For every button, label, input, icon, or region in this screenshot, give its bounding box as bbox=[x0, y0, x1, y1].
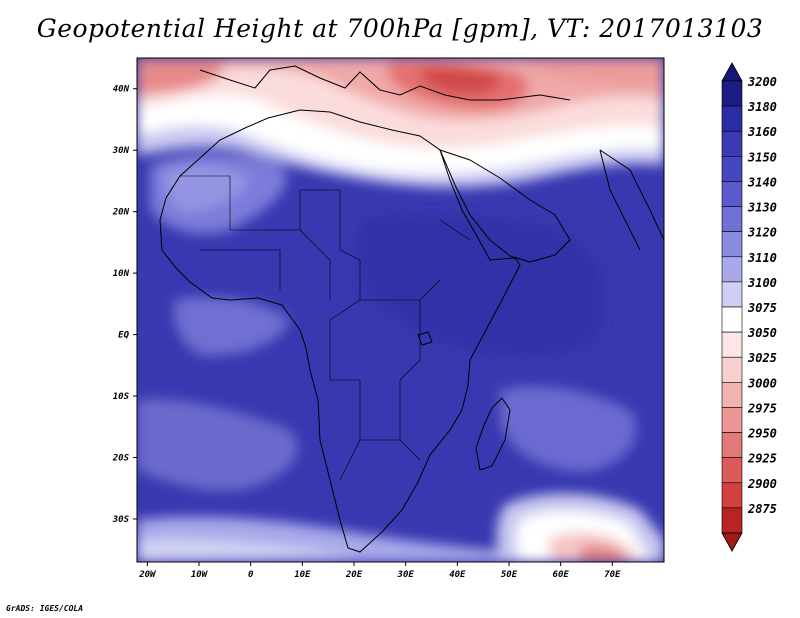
latitude-axis: 40N 30N 20N 10N EQ 10S 20S 30S bbox=[112, 85, 137, 525]
country-borders bbox=[180, 175, 471, 481]
colorbar-bottom-arrow bbox=[721, 532, 743, 552]
map-title: Geopotential Height at 700hPa [gpm], VT:… bbox=[36, 14, 764, 43]
field-ne-red bbox=[520, 58, 664, 85]
colorbar-label: 2900 bbox=[747, 477, 777, 491]
lon-tick-label: 10W bbox=[191, 570, 209, 580]
colorbar-label: 3100 bbox=[747, 276, 777, 290]
colorbar-top-arrow bbox=[721, 62, 743, 82]
colorbar: 3200 3180 3160 3150 3140 3130 3120 3110 3100 3075… bbox=[721, 62, 777, 552]
lon-tick-label: 40E bbox=[449, 570, 466, 580]
colorbar-swatch bbox=[721, 105, 743, 132]
colorbar-swatch bbox=[721, 80, 743, 107]
colorbar-swatch bbox=[721, 181, 743, 207]
colorbar-swatch bbox=[721, 130, 743, 157]
madagascar bbox=[475, 397, 511, 471]
field-core-mediterranean-deep bbox=[420, 66, 501, 95]
colorbar-label: 2875 bbox=[747, 502, 777, 516]
field-gulf-guinea-3130 bbox=[173, 296, 290, 356]
colorbar-swatch bbox=[721, 256, 743, 283]
lat-tick-label: EQ bbox=[118, 331, 129, 341]
plot-frame bbox=[136, 57, 665, 563]
lon-tick-label: 20E bbox=[345, 570, 363, 580]
field-south-atlantic-3140 bbox=[137, 399, 298, 491]
colorbar-label: 2975 bbox=[747, 401, 777, 415]
field-sio-2975 bbox=[580, 545, 625, 562]
height-field bbox=[137, 58, 664, 562]
grads-credit: GrADS: IGES/COLA bbox=[6, 604, 84, 613]
colorbar-label: 2950 bbox=[747, 427, 777, 441]
colorbar-swatch bbox=[721, 407, 743, 433]
europe-coast bbox=[199, 65, 571, 101]
lake-victoria bbox=[417, 331, 433, 346]
colorbar-label: 3110 bbox=[747, 251, 777, 265]
colorbar-label: 2925 bbox=[747, 452, 777, 466]
lon-tick-label: 70E bbox=[604, 570, 621, 580]
lat-tick-label: 10S bbox=[113, 392, 130, 402]
field-south-band-3100 bbox=[137, 538, 360, 562]
colorbar-label: 3140 bbox=[747, 175, 777, 189]
field-band-3000 bbox=[137, 58, 664, 121]
lon-tick-label: 10E bbox=[294, 570, 311, 580]
colorbar-swatch bbox=[721, 482, 743, 509]
colorbar-swatch bbox=[721, 382, 743, 408]
colorbar-label: 3000 bbox=[747, 376, 777, 390]
colorbar-swatch bbox=[721, 281, 743, 308]
india-coast bbox=[599, 149, 664, 251]
colorbar-swatch bbox=[721, 331, 743, 358]
colorbar-swatch bbox=[721, 432, 743, 458]
coastlines bbox=[159, 65, 664, 553]
colorbar-label: 3180 bbox=[747, 100, 777, 114]
colorbar-swatch bbox=[721, 457, 743, 484]
lat-tick-label: 20S bbox=[112, 454, 130, 464]
colorbar-swatch bbox=[721, 507, 743, 534]
colorbar-swatch bbox=[721, 306, 743, 333]
colorbar-label: 3160 bbox=[747, 125, 777, 139]
colorbar-label: 3025 bbox=[747, 351, 777, 365]
field-core-atlantic bbox=[137, 58, 224, 96]
colorbar-swatch bbox=[721, 156, 743, 182]
colorbar-label: 3050 bbox=[747, 326, 777, 340]
lon-tick-label: 0 bbox=[248, 570, 254, 580]
lat-tick-label: 20N bbox=[112, 208, 130, 218]
lat-tick-label: 30S bbox=[112, 515, 130, 525]
lon-tick-label: 30E bbox=[397, 570, 415, 580]
lon-tick-label: 20W bbox=[138, 570, 157, 580]
colorbar-swatch bbox=[721, 206, 743, 232]
colorbar-label: 3075 bbox=[747, 301, 777, 315]
africa-coastline bbox=[159, 109, 521, 553]
lon-tick-label: 50E bbox=[501, 570, 518, 580]
field-central-3160 bbox=[360, 214, 604, 356]
colorbar-swatch bbox=[721, 356, 743, 383]
colorbar-label: 3130 bbox=[747, 201, 777, 215]
lon-tick-label: 60E bbox=[553, 570, 570, 580]
arabia-coast bbox=[439, 149, 571, 263]
colorbar-label: 3200 bbox=[747, 75, 777, 89]
colorbar-swatch bbox=[721, 231, 743, 258]
lat-tick-label: 40N bbox=[113, 85, 130, 95]
lat-tick-label: 30N bbox=[112, 146, 130, 156]
colorbar-label: 3120 bbox=[747, 226, 777, 240]
colorbar-label: 3150 bbox=[747, 150, 777, 164]
longitude-axis: 20W 10W 0 10E 20E 30E 40E 50E 60E 70E bbox=[138, 562, 621, 580]
field-sahara-3130 bbox=[163, 164, 250, 212]
lat-tick-label: 10N bbox=[113, 269, 130, 279]
field-indian-3130 bbox=[500, 386, 637, 472]
